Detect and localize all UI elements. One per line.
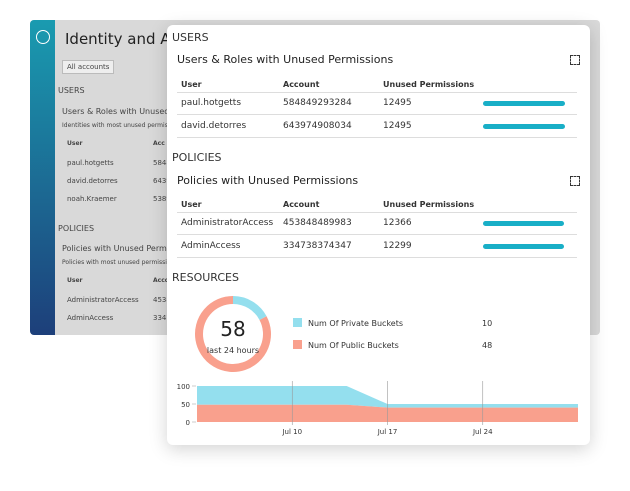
y-tick-label: 50 xyxy=(181,401,190,409)
legend-label: Num Of Private Buckets xyxy=(308,319,403,328)
column-header: User xyxy=(181,200,202,209)
unused-bar xyxy=(483,221,565,226)
cell-account: 334738374347 xyxy=(283,241,352,251)
logo xyxy=(36,30,50,44)
bg-users-title: Users & Roles with Unused P xyxy=(62,107,177,116)
bg-col: Account xyxy=(153,277,180,284)
cell-user: AdministratorAccess xyxy=(181,218,274,228)
bg-col: User xyxy=(67,277,83,284)
cell-unused: 12366 xyxy=(383,218,412,228)
cell-unused: 12495 xyxy=(383,98,412,108)
unused-bar xyxy=(483,244,564,249)
section-heading: POLICIES xyxy=(172,151,222,164)
legend-label: Num Of Public Buckets xyxy=(308,341,399,350)
rule xyxy=(177,92,577,93)
column-header: Account xyxy=(283,200,320,209)
section-heading: USERS xyxy=(172,31,209,44)
legend-value: 48 xyxy=(482,341,492,350)
sidebar xyxy=(30,20,55,335)
bg-users-heading: USERS xyxy=(58,86,85,95)
column-header: User xyxy=(181,80,202,89)
bg-col: User xyxy=(67,140,83,147)
bg-cell: AdministratorAccess xyxy=(67,296,139,304)
cell-account: 453848489983 xyxy=(283,218,352,228)
x-tick-label: Jul 24 xyxy=(472,428,493,436)
table-title: Users & Roles with Unused Permissions xyxy=(177,53,394,66)
rule xyxy=(177,257,577,258)
bg-title: Identity and Ac xyxy=(65,30,179,48)
legend-swatch xyxy=(293,318,302,327)
donut-segment xyxy=(195,296,271,372)
column-header: Unused Permissions xyxy=(383,200,475,209)
cell-account: 584849293284 xyxy=(283,98,352,108)
resources-charts: Num Of Private Buckets 10 Num Of Public Bu… xyxy=(177,296,578,436)
bg-policies-heading: POLICIES xyxy=(58,224,95,233)
bg-cell: 5389 xyxy=(153,195,171,203)
legend-swatch xyxy=(293,340,302,349)
rule xyxy=(177,212,577,213)
account-filter[interactable]: All accounts xyxy=(62,60,115,74)
detail-card: USERS Users & Roles with Unused Permissi… xyxy=(167,25,590,445)
y-tick-label: 100 xyxy=(177,383,190,391)
expand-icon[interactable] xyxy=(570,176,580,186)
cell-user: paul.hotgetts xyxy=(181,98,242,108)
bg-cell: AdminAccess xyxy=(67,314,114,322)
bg-cell: 4538 xyxy=(153,296,171,304)
y-tick-label: 0 xyxy=(186,419,190,427)
x-tick-label: Jul 10 xyxy=(281,428,302,436)
rule xyxy=(177,234,577,235)
rule xyxy=(177,137,577,138)
bg-users-subtitle: Identities with most unused permissio xyxy=(62,122,177,129)
bg-col: Acc xyxy=(153,140,165,147)
bg-cell: david.detorres xyxy=(67,177,118,185)
expand-icon[interactable] xyxy=(570,55,580,65)
column-header: Unused Permissions xyxy=(383,80,475,89)
table-title: Policies with Unused Permissions xyxy=(177,174,359,187)
bg-policies-title: Policies with Unused Permiss xyxy=(62,244,178,253)
donut-caption: last 24 hours xyxy=(207,346,259,355)
donut-total: 58 xyxy=(220,317,245,341)
donut-segment xyxy=(232,296,267,321)
section-heading: RESOURCES xyxy=(172,271,239,284)
cell-account: 643974908034 xyxy=(283,121,352,131)
cell-unused: 12299 xyxy=(383,241,412,251)
bg-policies-subtitle: Policies with most unused permission xyxy=(62,259,175,266)
bg-cell: noah.Kraemer xyxy=(67,195,117,203)
cell-user: AdminAccess xyxy=(181,241,241,251)
legend-value: 10 xyxy=(482,319,492,328)
bg-cell: 5848 xyxy=(153,159,171,167)
rule xyxy=(177,114,577,115)
bg-cell: 6439 xyxy=(153,177,171,185)
unused-bar xyxy=(483,124,565,129)
cell-user: david.detorres xyxy=(181,121,247,131)
column-header: Account xyxy=(283,80,320,89)
bg-cell: paul.hotgetts xyxy=(67,159,114,167)
x-tick-label: Jul 17 xyxy=(377,428,398,436)
unused-bar xyxy=(483,101,565,106)
bg-cell: 3347 xyxy=(153,314,171,322)
cell-unused: 12495 xyxy=(383,121,412,131)
